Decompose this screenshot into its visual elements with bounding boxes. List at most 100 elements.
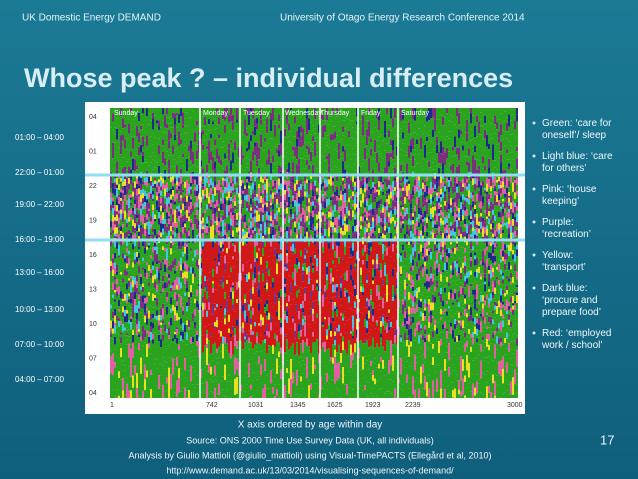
stripe [194, 207, 196, 211]
stripe [224, 124, 226, 133]
stripe [318, 232, 320, 235]
stripe [332, 281, 334, 285]
stripe [190, 333, 192, 338]
stripe [228, 357, 230, 376]
stripe [112, 289, 114, 293]
stripe [292, 316, 294, 319]
stripe [242, 264, 244, 272]
stripe [204, 108, 206, 117]
stripe [168, 155, 170, 160]
stripe [122, 128, 124, 135]
stripe [210, 185, 212, 189]
stripe [182, 259, 184, 264]
stripe [270, 233, 272, 239]
stripe [226, 127, 228, 139]
stripe [190, 357, 192, 366]
stripe [156, 230, 158, 234]
stripe [178, 350, 180, 357]
stripe [330, 197, 332, 201]
stripe [234, 184, 236, 190]
stripe [330, 232, 332, 238]
stripe [316, 342, 318, 353]
stripe [190, 241, 192, 249]
stripe [316, 187, 318, 192]
stripe [332, 196, 334, 201]
stripe [248, 226, 250, 229]
stripe [122, 244, 124, 249]
stripe [320, 114, 322, 120]
stripe [302, 204, 304, 209]
stripe [294, 136, 296, 148]
stripe [268, 324, 270, 332]
stripe [298, 219, 300, 223]
stripe [240, 145, 242, 158]
stripe [246, 151, 248, 159]
stripe [166, 340, 168, 349]
stripe [238, 147, 240, 158]
stripe [254, 146, 256, 156]
stripe [198, 188, 200, 194]
stripe [196, 150, 198, 160]
stripe [176, 227, 178, 234]
stripe [310, 308, 312, 316]
stripe [210, 209, 212, 217]
stripe [244, 134, 246, 147]
stripe [272, 176, 274, 181]
stripe [168, 284, 170, 288]
stripe [140, 225, 142, 229]
stripe [258, 112, 260, 126]
stripe [212, 281, 214, 284]
stripe [332, 263, 334, 278]
stripe [206, 211, 208, 218]
stripe [126, 138, 128, 142]
stripe [328, 360, 330, 378]
stripe [250, 207, 252, 211]
stripe [160, 160, 162, 171]
stripe [224, 392, 226, 397]
stripe [172, 295, 174, 300]
stripe [244, 391, 246, 398]
stripe [134, 108, 136, 119]
stripe [148, 202, 150, 209]
stripe [262, 248, 264, 256]
stripe [318, 137, 320, 149]
stripe [152, 374, 154, 392]
stripe [286, 163, 288, 169]
stripe [310, 134, 312, 145]
stripe [182, 165, 184, 178]
stripe [318, 151, 320, 163]
stripe [230, 183, 232, 187]
stripe [154, 250, 156, 255]
stripe [122, 360, 124, 365]
stripe [114, 292, 116, 300]
stripe [254, 322, 256, 327]
stripe [234, 345, 236, 358]
stripe [220, 217, 222, 222]
stripe [142, 155, 144, 163]
stripe [304, 233, 306, 237]
stripe [262, 191, 264, 194]
stripe [278, 128, 280, 133]
stripe [332, 229, 334, 233]
stripe [252, 300, 254, 309]
stripe [284, 199, 286, 204]
stripe [288, 349, 290, 357]
stripe [306, 149, 308, 153]
stripe [116, 389, 118, 398]
stripe [180, 335, 182, 341]
stripe [156, 341, 158, 360]
stripe [270, 358, 272, 371]
stripe [308, 212, 310, 216]
stripe [204, 275, 206, 282]
stripe [198, 303, 200, 311]
stripe [118, 210, 120, 214]
stripe [242, 203, 244, 209]
stripe [190, 202, 192, 209]
stripe [196, 364, 198, 376]
stripe [298, 339, 300, 356]
stripe [180, 209, 182, 213]
stripe [130, 318, 132, 323]
stripe [210, 313, 212, 334]
stripe [132, 310, 134, 318]
stripe [192, 276, 194, 284]
